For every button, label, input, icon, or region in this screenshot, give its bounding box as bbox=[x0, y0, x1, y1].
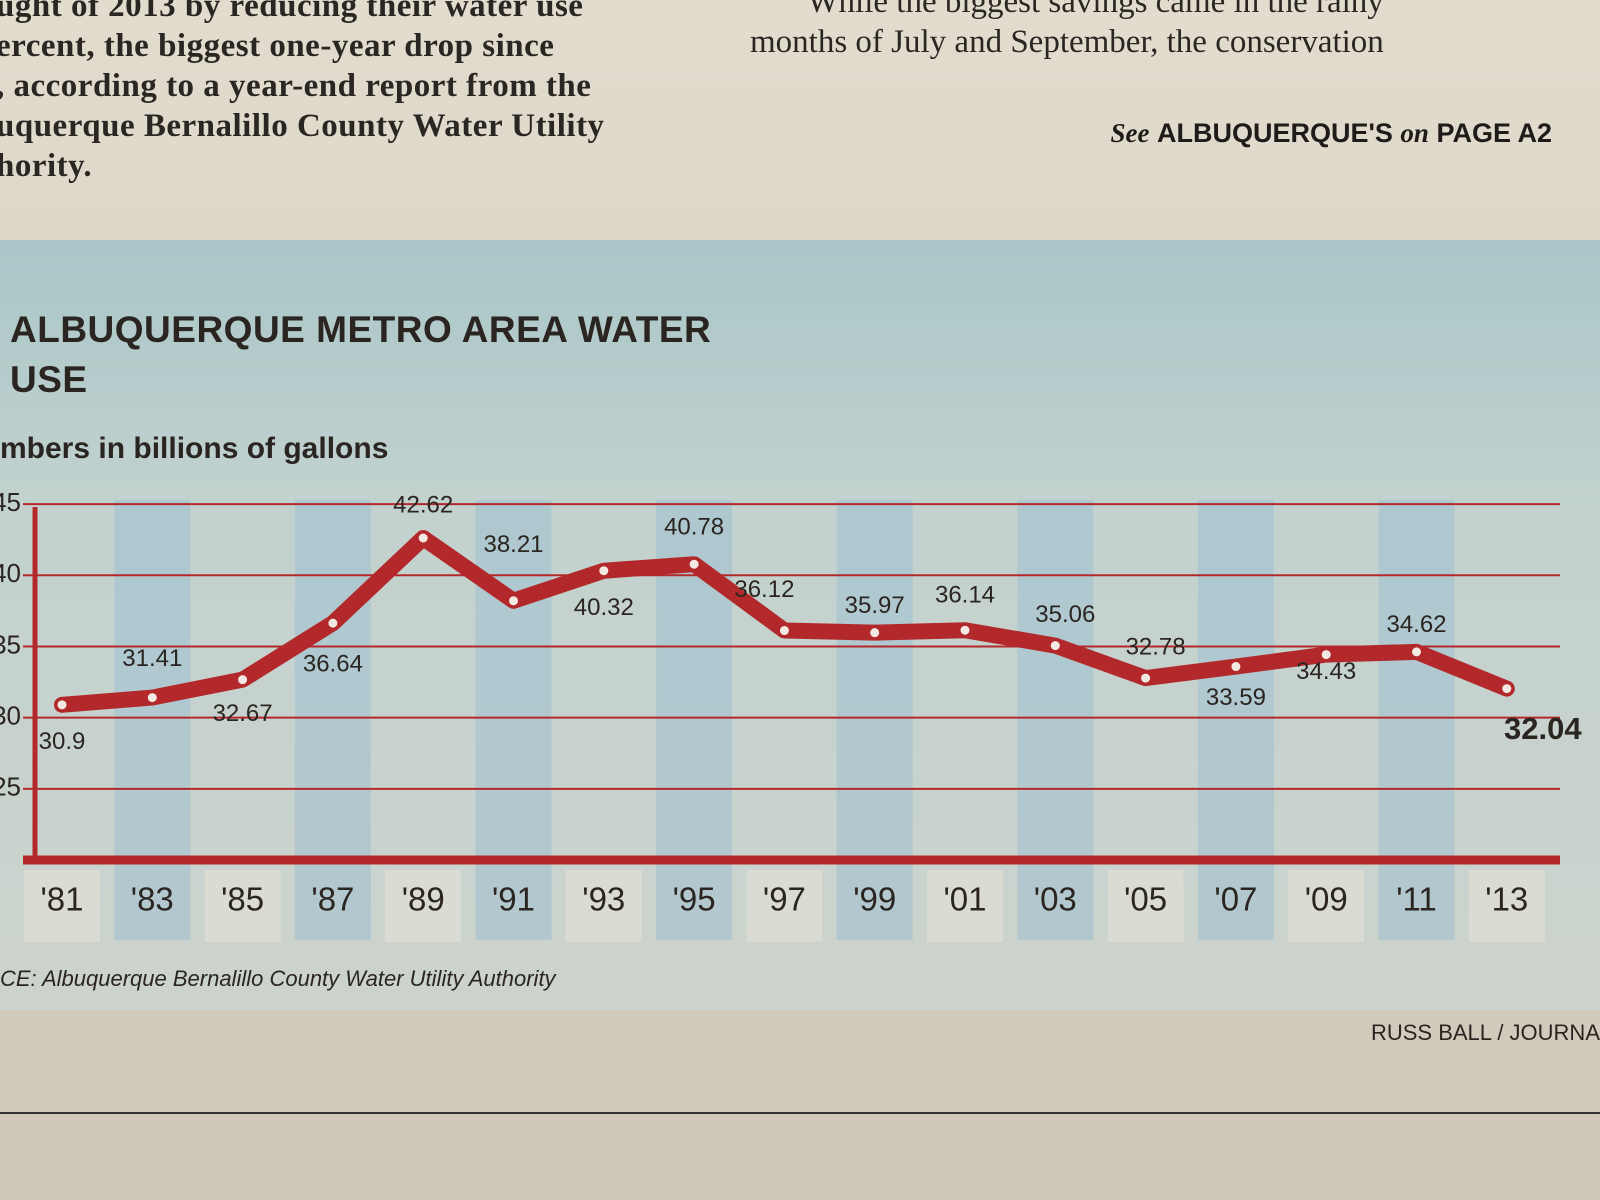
x-tick-label: '81 bbox=[40, 881, 83, 918]
article-line: uquerque Bernalillo County Water Utility bbox=[0, 108, 605, 144]
x-tick-label: '89 bbox=[402, 881, 445, 918]
data-point bbox=[599, 566, 609, 576]
data-label: 38.21 bbox=[483, 531, 543, 558]
x-tick-label: '05 bbox=[1124, 881, 1167, 918]
jump-line: See ALBUQUERQUE'S on PAGE A2 bbox=[1110, 118, 1552, 149]
chart-source: CE: Albuquerque Bernalillo County Water … bbox=[0, 966, 556, 991]
x-tick-label: '97 bbox=[763, 881, 806, 918]
background-column bbox=[294, 500, 371, 940]
x-tick-label: '85 bbox=[221, 881, 264, 918]
data-label: 36.12 bbox=[734, 576, 794, 603]
x-tick-label: '99 bbox=[853, 881, 896, 918]
data-point bbox=[1502, 684, 1512, 694]
data-point bbox=[779, 626, 789, 636]
x-tick-label: '95 bbox=[673, 881, 716, 918]
x-tick-label: '13 bbox=[1485, 881, 1528, 918]
background-column bbox=[475, 500, 552, 940]
background-column bbox=[836, 500, 913, 940]
article-left: ught of 2013 by reducing their water use… bbox=[0, 0, 605, 186]
background-column bbox=[114, 500, 191, 940]
article-line: hority. bbox=[0, 148, 93, 184]
label-box bbox=[1468, 870, 1545, 942]
x-tick-label: '07 bbox=[1214, 881, 1257, 918]
label-box bbox=[24, 870, 100, 942]
article-right: While the biggest savings came in the ra… bbox=[750, 0, 1384, 62]
data-label: 31.41 bbox=[122, 645, 182, 672]
label-box bbox=[927, 870, 1003, 942]
article-line: , according to a year-end report from th… bbox=[0, 68, 592, 104]
chart-subtitle: mbers in billions of gallons bbox=[0, 432, 389, 465]
data-label: 32.04 bbox=[1504, 711, 1582, 746]
x-tick-label: '09 bbox=[1305, 881, 1348, 918]
label-box bbox=[565, 870, 642, 942]
label-box bbox=[385, 870, 462, 942]
label-box bbox=[1288, 870, 1365, 942]
data-label: 40.32 bbox=[574, 594, 634, 621]
x-tick-label: '93 bbox=[582, 881, 625, 918]
x-tick-label: '11 bbox=[1396, 881, 1437, 918]
data-label: 35.97 bbox=[845, 592, 905, 619]
data-point bbox=[238, 675, 248, 685]
data-point bbox=[870, 628, 880, 638]
data-point bbox=[1231, 662, 1241, 672]
article-line: ught of 2013 by reducing their water use bbox=[0, 0, 584, 24]
x-tick-label: '83 bbox=[131, 881, 174, 918]
data-label: 30.9 bbox=[39, 728, 86, 755]
article-line: months of July and September, the conser… bbox=[750, 24, 1384, 60]
chart-credit: RUSS BALL / JOURNA bbox=[1370, 1020, 1600, 1045]
data-label: 32.67 bbox=[213, 700, 273, 727]
data-label: 36.64 bbox=[303, 650, 363, 677]
data-point bbox=[328, 618, 338, 628]
article-line: ercent, the biggest one-year drop since bbox=[0, 28, 555, 64]
data-line bbox=[54, 529, 1515, 713]
x-tick-label: '03 bbox=[1034, 881, 1077, 918]
data-label: 40.78 bbox=[664, 514, 724, 541]
background-column bbox=[1017, 500, 1094, 940]
label-box bbox=[746, 870, 823, 942]
jump-see: See bbox=[1110, 118, 1150, 148]
data-point bbox=[689, 559, 699, 569]
data-label: 34.62 bbox=[1386, 611, 1446, 638]
data-label: 35.06 bbox=[1035, 601, 1095, 628]
x-tick-label: '91 bbox=[492, 881, 535, 918]
label-box bbox=[204, 870, 281, 942]
background-column bbox=[1197, 500, 1274, 940]
jump-name: ALBUQUERQUE'S bbox=[1156, 118, 1393, 148]
data-label: 36.14 bbox=[935, 582, 995, 609]
chart-title: ALBUQUERQUE METRO AREA WATER USE bbox=[10, 309, 712, 400]
data-label: 33.59 bbox=[1206, 684, 1266, 711]
data-point bbox=[1412, 647, 1421, 657]
article-line: While the biggest savings came in the ra… bbox=[807, 0, 1384, 20]
data-point bbox=[57, 700, 67, 710]
data-label: 32.78 bbox=[1126, 633, 1186, 660]
y-tick-label: 25 bbox=[0, 772, 21, 802]
x-tick-label: '87 bbox=[311, 881, 354, 918]
data-point bbox=[418, 533, 428, 543]
data-point bbox=[960, 625, 970, 635]
data-point bbox=[509, 596, 518, 606]
data-point bbox=[147, 693, 157, 703]
data-label: 42.62 bbox=[393, 491, 453, 518]
background-column bbox=[1378, 500, 1455, 940]
data-point bbox=[1141, 673, 1151, 683]
y-tick-label: 45 bbox=[0, 487, 21, 517]
y-tick-label: 35 bbox=[0, 629, 21, 659]
label-box bbox=[1107, 870, 1184, 942]
data-point bbox=[1321, 650, 1331, 660]
y-tick-label: 40 bbox=[0, 558, 21, 588]
page-rule bbox=[0, 1112, 1600, 1114]
jump-page: PAGE A2 bbox=[1436, 118, 1552, 148]
x-tick-label: '01 bbox=[943, 881, 986, 918]
data-label: 34.43 bbox=[1296, 658, 1356, 685]
jump-on: on bbox=[1400, 118, 1429, 148]
data-point bbox=[1050, 641, 1060, 651]
y-tick-label: 30 bbox=[0, 701, 21, 731]
